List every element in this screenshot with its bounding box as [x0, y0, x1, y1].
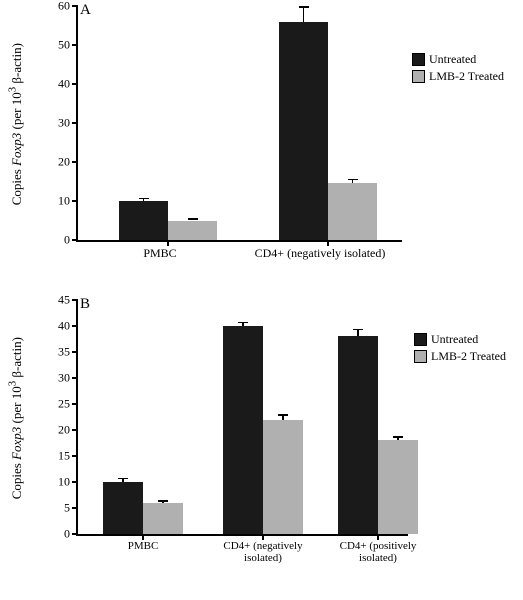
y-tick-label: 30 — [58, 371, 70, 386]
y-tick — [72, 429, 78, 431]
y-tick — [72, 481, 78, 483]
y-tick-label: 30 — [58, 116, 70, 131]
error-cap — [278, 414, 288, 416]
y-tick-label: 5 — [64, 501, 70, 516]
y-tick-label: 20 — [58, 155, 70, 170]
y-tick-label: 0 — [64, 233, 70, 248]
y-tick — [72, 83, 78, 85]
x-tick-label: CD4+ (positivelyisolated) — [340, 540, 417, 564]
legend: Untreated LMB-2 Treated — [414, 330, 506, 366]
bar-untreated — [223, 326, 263, 534]
y-tick — [72, 200, 78, 202]
y-tick-label: 50 — [58, 38, 70, 53]
legend-item-untreated: Untreated — [414, 332, 506, 347]
x-tick-label: CD4+ (negativelyisolated) — [223, 540, 302, 564]
y-tick — [72, 351, 78, 353]
x-tick-label: PMBC — [128, 540, 159, 552]
y-tick-label: 25 — [58, 397, 70, 412]
error-cap — [393, 436, 403, 438]
error-cap — [299, 6, 309, 8]
legend-item-treated: LMB-2 Treated — [412, 69, 504, 84]
legend-swatch — [414, 333, 427, 346]
y-tick-label: 20 — [58, 423, 70, 438]
bar-treated — [168, 221, 217, 241]
legend-swatch — [414, 350, 427, 363]
y-tick-label: 40 — [58, 77, 70, 92]
y-axis-label: Copies Foxp3 (per 103 β-actin) — [7, 308, 25, 528]
plot-area-b: 051015202530354045PMBCCD4+ (negativelyis… — [76, 300, 408, 536]
bar-untreated — [279, 22, 328, 240]
y-tick-label: 40 — [58, 319, 70, 334]
bar-treated — [378, 440, 418, 534]
y-tick — [72, 377, 78, 379]
y-tick — [72, 455, 78, 457]
x-tick-label: PMBC — [143, 246, 176, 261]
y-tick — [72, 122, 78, 124]
bar-treated — [263, 420, 303, 534]
error-cap — [348, 179, 358, 181]
legend-label: Untreated — [431, 332, 478, 347]
y-tick — [72, 5, 78, 7]
y-tick — [72, 403, 78, 405]
bar-treated — [143, 503, 183, 534]
plot-area-a: 0102030405060PMBCCD4+ (negatively isolat… — [76, 6, 402, 242]
y-tick-label: 45 — [58, 293, 70, 308]
legend-swatch — [412, 53, 425, 66]
error-cap — [188, 218, 198, 220]
y-tick — [72, 161, 78, 163]
bar-untreated — [338, 336, 378, 534]
y-tick-label: 35 — [58, 345, 70, 360]
y-tick-label: 10 — [58, 194, 70, 209]
y-tick — [72, 533, 78, 535]
y-tick-label: 10 — [58, 475, 70, 490]
error-cap — [118, 478, 128, 480]
y-tick-label: 15 — [58, 449, 70, 464]
legend-item-untreated: Untreated — [412, 52, 504, 67]
legend-swatch — [412, 70, 425, 83]
y-axis-label: Copies Foxp3 (per 103 β-actin) — [7, 14, 25, 234]
error-cap — [353, 329, 363, 331]
bar-untreated — [103, 482, 143, 534]
bar-treated — [328, 183, 377, 240]
y-tick — [72, 507, 78, 509]
error-cap — [238, 322, 248, 324]
y-tick — [72, 44, 78, 46]
y-tick — [72, 239, 78, 241]
y-tick — [72, 299, 78, 301]
error-bar — [303, 6, 305, 22]
error-cap — [139, 198, 149, 200]
legend-label: LMB-2 Treated — [431, 349, 506, 364]
error-cap — [158, 500, 168, 502]
legend-label: LMB-2 Treated — [429, 69, 504, 84]
legend: Untreated LMB-2 Treated — [412, 50, 504, 86]
legend-label: Untreated — [429, 52, 476, 67]
y-tick-label: 0 — [64, 527, 70, 542]
bar-untreated — [119, 201, 168, 240]
legend-item-treated: LMB-2 Treated — [414, 349, 506, 364]
y-tick-label: 60 — [58, 0, 70, 14]
y-tick — [72, 325, 78, 327]
x-tick-label: CD4+ (negatively isolated) — [255, 246, 386, 261]
